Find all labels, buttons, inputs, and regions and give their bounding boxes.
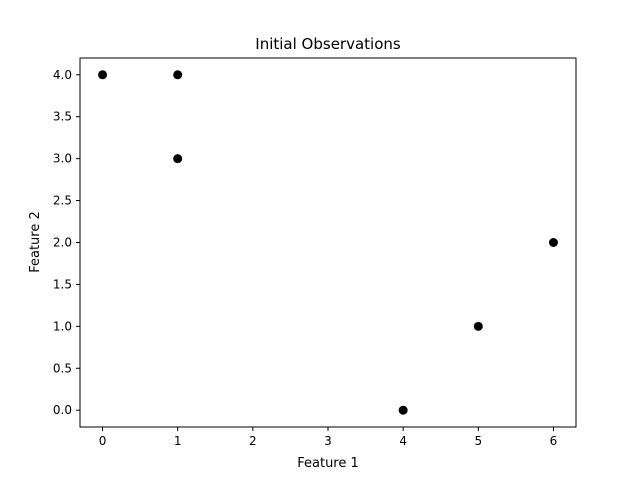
x-tick-label: 6	[550, 434, 558, 448]
y-tick-label: 3.5	[53, 110, 72, 124]
y-tick-label: 3.0	[53, 152, 72, 166]
plot-frame	[79, 57, 577, 428]
x-tick-label: 1	[174, 434, 182, 448]
data-point	[173, 154, 183, 164]
x-tick-label: 4	[399, 434, 407, 448]
data-point	[548, 238, 558, 247]
x-tick-label: 0	[99, 434, 107, 448]
y-tick-label: 0.5	[53, 361, 72, 375]
y-tick-label: 0.0	[53, 403, 72, 417]
data-point	[98, 70, 108, 80]
y-tick-label: 1.5	[53, 277, 72, 291]
x-axis-title: Feature 1	[297, 456, 359, 471]
data-points	[98, 70, 558, 415]
y-tick-label: 2.0	[53, 236, 72, 250]
y-axis-ticks: 0.0 0.5 1.0 1.5 2.0 2.5 3.0 3.5 4.0	[53, 68, 80, 417]
y-axis-title: Feature 2	[28, 211, 43, 273]
x-tick-label: 3	[324, 434, 332, 448]
y-tick-label: 4.0	[53, 68, 72, 82]
x-axis-ticks: 0 1 2 3 4 5 6	[99, 427, 558, 448]
data-point	[398, 405, 408, 415]
data-point	[173, 70, 183, 80]
chart-title: Initial Observations	[255, 35, 401, 53]
data-point	[473, 321, 483, 331]
y-tick-label: 2.5	[53, 194, 72, 208]
y-tick-label: 1.0	[53, 319, 72, 333]
x-tick-label: 2	[249, 434, 257, 448]
x-tick-label: 5	[474, 434, 482, 448]
